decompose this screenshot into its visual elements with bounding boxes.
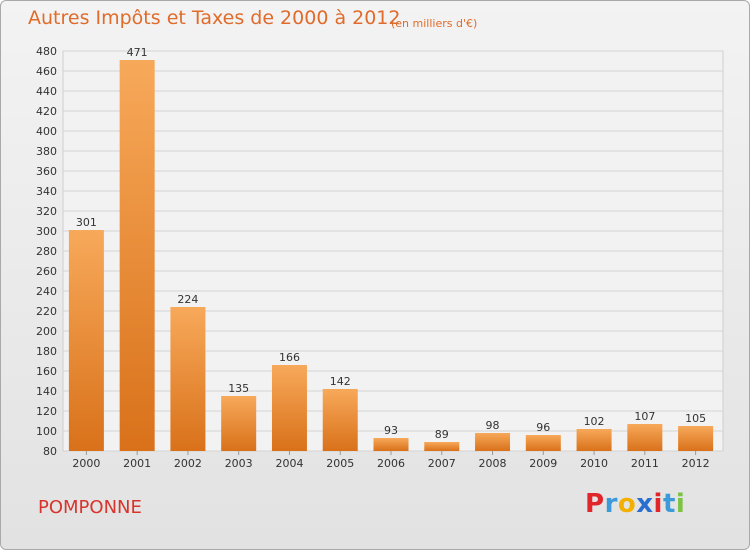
bar-2007: [424, 442, 460, 451]
data-label: 93: [384, 424, 398, 437]
x-tick-label: 2008: [479, 457, 507, 470]
data-label: 142: [330, 375, 351, 388]
x-tick-label: 2001: [123, 457, 151, 470]
logo-letter: i: [675, 489, 686, 519]
y-tick-label: 260: [36, 265, 57, 278]
logo-letter: i: [653, 489, 663, 519]
commune-name: POMPONNE: [38, 497, 142, 518]
chart-title: Autres Impôts et Taxes de 2000 à 2012: [28, 7, 401, 29]
data-label: 166: [279, 351, 300, 364]
data-label: 224: [177, 293, 198, 306]
chart-unit: (en milliers d'€): [391, 17, 478, 30]
bar-2004: [271, 365, 307, 451]
y-tick-label: 180: [36, 345, 57, 358]
y-tick-label: 340: [36, 185, 57, 198]
y-tick-label: 100: [36, 425, 57, 438]
bar-2005: [322, 389, 358, 451]
bar-2002: [170, 307, 206, 451]
y-tick-label: 80: [43, 445, 57, 458]
y-tick-label: 460: [36, 65, 57, 78]
y-tick-label: 480: [36, 45, 57, 58]
y-tick-label: 120: [36, 405, 57, 418]
data-label: 105: [685, 412, 706, 425]
bar-2000: [68, 230, 104, 451]
bar-2008: [475, 433, 511, 451]
proxiti-logo[interactable]: Proxiti: [585, 489, 685, 519]
y-tick-label: 140: [36, 385, 57, 398]
x-tick-label: 2004: [275, 457, 303, 470]
data-label: 107: [634, 410, 655, 423]
x-tick-label: 2005: [326, 457, 354, 470]
gridlines: [63, 50, 723, 452]
y-tick-label: 320: [36, 205, 57, 218]
x-axis: 2000 2001 2002 2003 2004 2005 2006 2007 2008 2009…: [72, 451, 710, 470]
y-tick-label: 440: [36, 85, 57, 98]
data-label: 102: [584, 415, 605, 428]
x-tick-label: 2007: [428, 457, 456, 470]
logo-letter: o: [617, 489, 637, 519]
data-label: 471: [127, 46, 148, 59]
data-label: 301: [76, 216, 97, 229]
y-tick-label: 200: [36, 325, 57, 338]
y-tick-label: 360: [36, 165, 57, 178]
x-tick-label: 2011: [631, 457, 659, 470]
x-tick-label: 2012: [682, 457, 710, 470]
bar-2010: [576, 429, 612, 451]
y-tick-label: 420: [36, 105, 57, 118]
data-label: 135: [228, 382, 249, 395]
x-tick-label: 2002: [174, 457, 202, 470]
logo-letter: r: [604, 489, 618, 519]
logo-letter: x: [636, 489, 654, 519]
x-tick-label: 2003: [225, 457, 253, 470]
x-tick-label: 2000: [72, 457, 100, 470]
bar-2009: [525, 435, 561, 451]
data-label: 89: [435, 428, 449, 441]
bar-2001: [119, 60, 155, 451]
y-tick-label: 220: [36, 305, 57, 318]
bar-2006: [373, 438, 409, 451]
y-axis: 80 100 120 140 160 180 200 220 240 260 280 300 320 34…: [36, 45, 57, 458]
y-tick-label: 400: [36, 125, 57, 138]
bars: 301 471 224 135 166 142 93 89 98 96 102 107 105: [68, 46, 714, 451]
y-tick-label: 280: [36, 245, 57, 258]
data-label: 96: [536, 421, 550, 434]
y-tick-label: 240: [36, 285, 57, 298]
x-tick-label: 2006: [377, 457, 405, 470]
data-label: 98: [486, 419, 500, 432]
y-tick-label: 300: [36, 225, 57, 238]
y-tick-label: 380: [36, 145, 57, 158]
logo-letter: P: [585, 489, 605, 519]
logo-letter: t: [662, 489, 676, 519]
bar-2003: [221, 396, 257, 451]
bar-2011: [627, 424, 663, 451]
y-tick-label: 160: [36, 365, 57, 378]
x-tick-label: 2009: [529, 457, 557, 470]
x-tick-label: 2010: [580, 457, 608, 470]
bar-2012: [678, 426, 714, 451]
